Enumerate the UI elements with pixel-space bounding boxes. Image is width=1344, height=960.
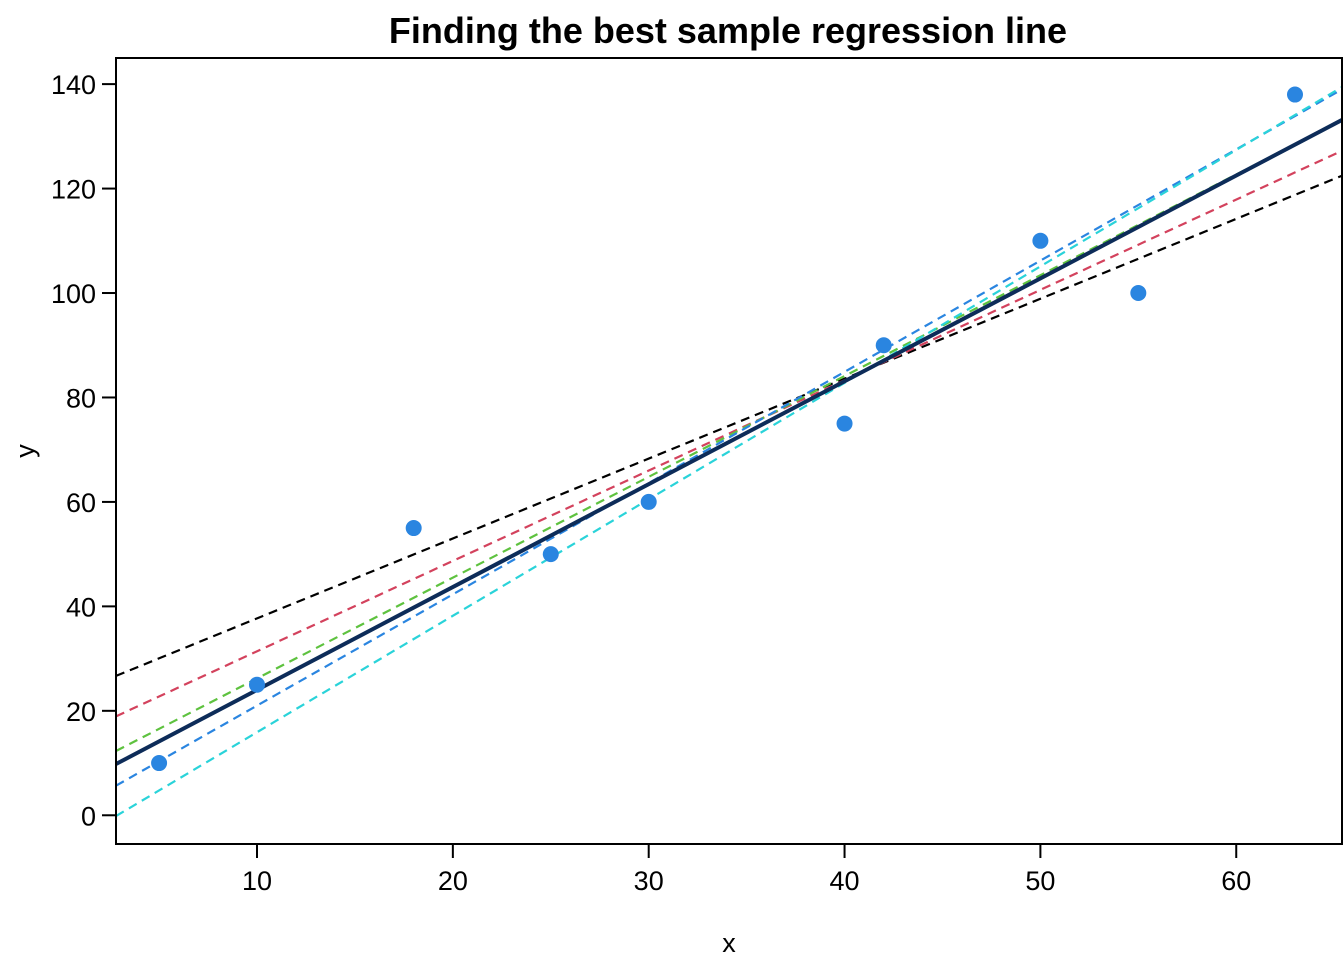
y-tick-label: 80 [66,383,96,413]
regression-line-6 [115,118,1343,766]
regression-line-5 [115,86,1343,818]
regression-line-3 [115,119,1343,752]
plot-frame [115,57,1343,845]
data-point-9 [1130,285,1147,302]
y-tick-label: 0 [81,801,96,831]
data-point-4 [542,546,559,563]
data-point-6 [836,415,853,432]
regression-lines [115,86,1343,818]
chart-title: Finding the best sample regression line [389,10,1067,51]
x-tick-label: 20 [438,866,468,896]
y-tick-label: 60 [66,488,96,518]
regression-line-1 [115,174,1343,677]
y-tick-label: 40 [66,592,96,622]
data-point-5 [640,493,657,510]
data-point-8 [1032,232,1049,249]
data-point-10 [1286,86,1303,103]
y-axis-label: y [10,444,40,458]
x-axis: 10 20 30 40 50 60 [242,844,1251,896]
y-tick-label: 120 [51,175,96,205]
data-point-7 [875,337,892,354]
regression-line-2 [115,149,1343,718]
y-axis: 0 20 40 60 80 100 120 140 [51,70,116,831]
y-tick-label: 20 [66,697,96,727]
x-axis-label: x [722,928,736,958]
x-tick-label: 50 [1025,866,1055,896]
x-tick-label: 30 [634,866,664,896]
data-point-1 [151,755,168,772]
y-tick-label: 100 [51,279,96,309]
data-points [151,86,1303,772]
data-point-2 [249,676,266,693]
x-tick-label: 60 [1221,866,1251,896]
x-tick-label: 10 [242,866,272,896]
data-point-3 [405,520,422,537]
y-tick-label: 140 [51,70,96,100]
x-tick-label: 40 [830,866,860,896]
regression-line-4 [115,88,1343,787]
